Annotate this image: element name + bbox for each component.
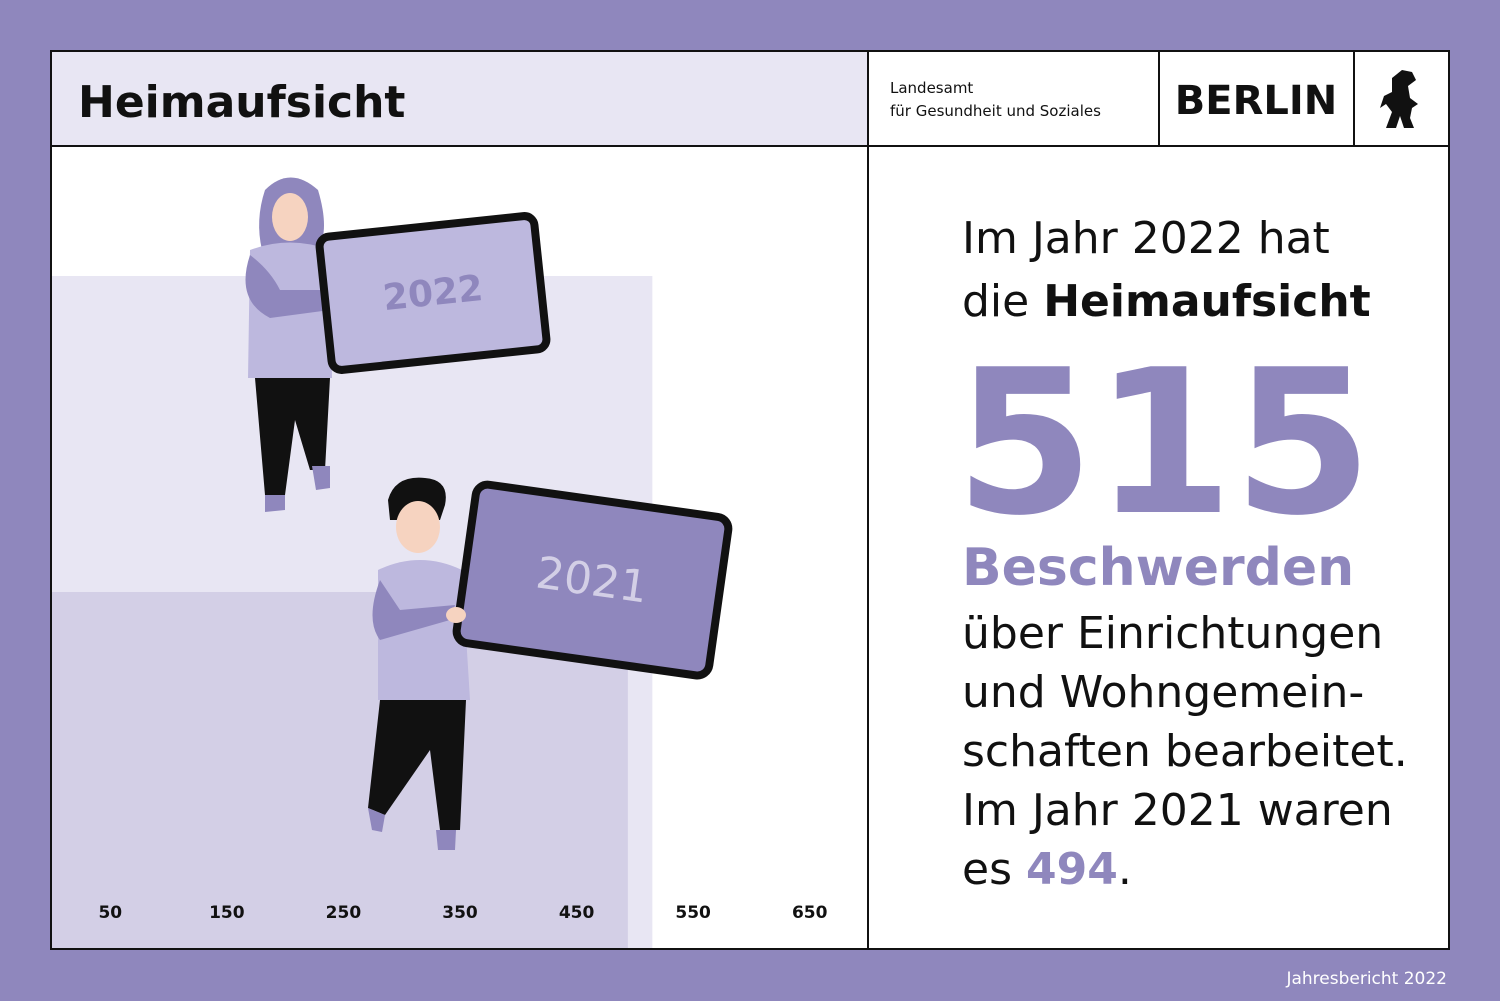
x-tick-label: 650 [792,903,828,923]
statement: es 494. [962,844,1132,895]
statement: Im Jahr 2021 waren [962,785,1393,836]
org-name: für Gesundheit und Soziales [890,102,1101,120]
statement: Im Jahr 2022 hat [962,213,1330,264]
x-tick-label: 50 [98,903,122,923]
statement: über Einrichtungen [962,608,1383,659]
x-tick-label: 350 [442,903,478,923]
x-tick-label: 150 [209,903,245,923]
title: Heimaufsicht [78,77,405,128]
statement: die Heimaufsicht [962,276,1371,327]
chart-area: 50 150 250 350 450 550 650 [52,276,828,948]
statement: schaften bearbeitet. [962,726,1408,777]
org-name: Landesamt [890,79,973,97]
statement-highlight: Beschwerden [962,538,1354,598]
illustration: 2022 2021 [245,177,733,850]
big-number: 515 [955,327,1372,560]
statement: und Wohngemein- [962,667,1364,718]
statement-strong: Heimaufsicht [1043,276,1370,327]
frame [50,50,1450,950]
x-tick-label: 550 [675,903,711,923]
statement-number: 494 [1026,844,1118,895]
x-tick-label: 250 [326,903,362,923]
statement: . [1118,844,1132,895]
bear-logo [1380,70,1418,128]
statement: es [962,844,1026,895]
header-bg [51,51,868,146]
city: BERLIN [1175,78,1337,124]
statement: die [962,276,1043,327]
footer: Jahresbericht 2022 [1285,969,1447,989]
x-tick-label: 450 [559,903,595,923]
